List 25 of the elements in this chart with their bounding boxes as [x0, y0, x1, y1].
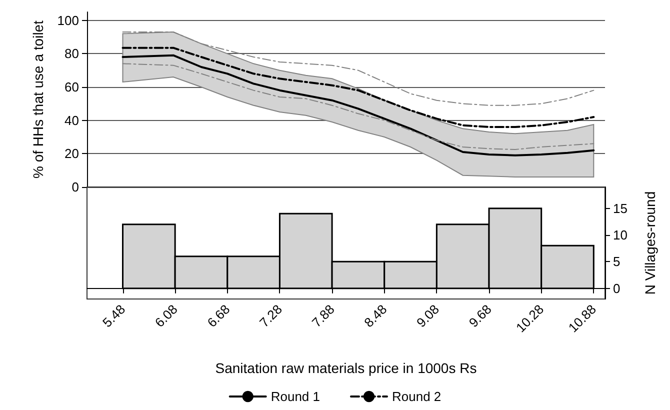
- line-series: [122, 54, 595, 156]
- y-tick-label: 0: [72, 180, 79, 194]
- y-tick-label: 60: [64, 80, 79, 94]
- legend-label: Round 2: [392, 389, 442, 404]
- y-axis-title: N Villages-round: [642, 191, 658, 295]
- y-tick-label: 100: [57, 12, 79, 28]
- x-tick-label: 7.28: [256, 302, 286, 330]
- y-tick-label: 20: [64, 146, 79, 162]
- legend-label: Round 1: [270, 389, 320, 404]
- line-series: [122, 46, 595, 128]
- x-tick-label: 9.08: [414, 302, 442, 330]
- y-tick-label: 5: [613, 254, 620, 270]
- x-tick-label: 6.08: [152, 302, 180, 330]
- x-tick-label: 8.48: [361, 302, 390, 330]
- x-axis-title: Sanitation raw materials price in 1000s Rs: [215, 360, 477, 376]
- y-tick-label: 10: [613, 228, 628, 242]
- x-tick-label: 6.68: [204, 302, 233, 330]
- y-axis-title: % of HHs that use a toilet: [30, 20, 46, 178]
- y-tick-label: 40: [64, 112, 79, 128]
- x-tick-label: 5.48: [100, 302, 128, 330]
- y-tick-label: 0: [613, 280, 620, 296]
- y-tick-label: 15: [613, 200, 628, 216]
- x-tick-label: 9.68: [466, 302, 494, 330]
- x-tick-label: 7.88: [308, 302, 338, 330]
- y-tick-label: 80: [64, 46, 79, 62]
